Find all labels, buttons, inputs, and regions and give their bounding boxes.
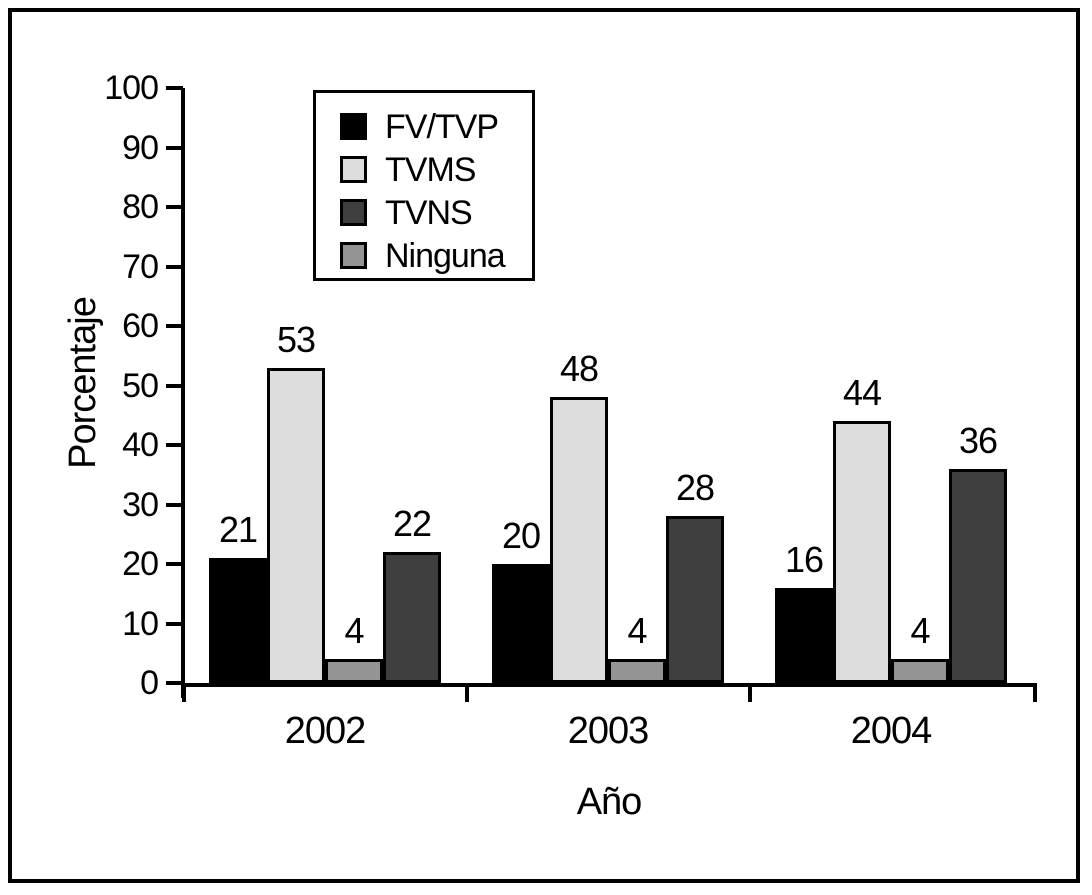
bar-value-label: 21 [218,509,258,550]
x-axis-title: Año [576,781,643,823]
x-tick [182,683,186,702]
bar-value-label: 44 [842,372,882,413]
y-tick-label: 0 [140,664,159,702]
bar-value-label: 28 [675,467,715,508]
y-tick-label: 40 [122,426,159,464]
y-tick-label: 70 [122,247,159,286]
bar-tvms-2002 [267,368,325,683]
bar-ninguna-2004 [891,659,949,683]
y-tick [166,681,183,685]
bar-fv/tvp-2003 [492,564,550,683]
bar-value-label: 4 [910,610,930,651]
legend-item-tvms: TVMS [340,148,532,191]
bar-value-label: 53 [276,319,316,360]
bar-tvns-2002 [383,552,441,683]
y-tick-label: 100 [104,69,159,107]
legend-swatch-ninguna [340,242,367,269]
legend-label: TVMS [385,150,476,189]
y-tick [166,86,183,90]
y-axis-line [181,88,185,698]
bar-fv/tvp-2004 [775,588,833,683]
legend-swatch-tvms [340,156,367,183]
y-tick-label: 20 [122,545,159,583]
y-tick-label: 50 [122,366,159,405]
y-tick [166,324,183,328]
y-tick-label: 10 [122,604,159,643]
bar-ninguna-2002 [325,659,383,683]
legend-label: Ninguna [385,236,506,275]
x-tick [748,683,752,702]
x-tick [465,683,469,702]
bar-ninguna-2003 [608,659,666,683]
bar-value-label: 4 [627,610,647,651]
x-tick [1033,683,1037,702]
legend-item-tvns: TVNS [340,191,532,234]
category-label: 2004 [850,710,933,752]
y-tick-label: 80 [122,188,159,226]
bar-value-label: 16 [784,539,824,580]
legend: FV/TVP TVMS TVNS Ninguna [313,90,535,281]
legend-label: TVNS [385,193,473,232]
bar-tvms-2003 [550,397,608,683]
y-tick [166,145,183,150]
bar-value-label: 48 [559,348,599,389]
bar-tvns-2003 [666,516,724,683]
category-label: 2002 [284,710,367,752]
bar-value-label: 4 [344,610,364,651]
y-tick [166,205,183,209]
y-tick-label: 90 [122,128,159,167]
y-tick-label: 30 [122,485,159,524]
bar-value-label: 36 [958,420,998,461]
category-label: 2003 [567,710,650,752]
bar-value-label: 20 [501,515,541,556]
bar-tvms-2004 [833,421,891,683]
legend-swatch-fv/tvp [340,113,367,140]
y-tick [166,443,183,447]
y-tick [166,502,183,507]
legend-swatch-tvns [340,199,367,226]
x-axis-line [181,683,1037,687]
bar-tvns-2004 [949,469,1007,683]
y-tick-label: 60 [122,307,159,345]
y-tick [166,562,183,566]
y-tick [166,264,183,269]
y-tick [166,383,183,388]
bar-value-label: 22 [392,503,432,544]
figure-border [8,8,1080,883]
legend-item-fv/tvp: FV/TVP [340,105,532,148]
bar-fv/tvp-2002 [209,558,267,683]
y-tick [166,621,183,626]
legend-rows: FV/TVP TVMS TVNS Ninguna [340,105,532,277]
legend-item-ninguna: Ninguna [340,234,532,277]
legend-label: FV/TVP [385,107,499,146]
